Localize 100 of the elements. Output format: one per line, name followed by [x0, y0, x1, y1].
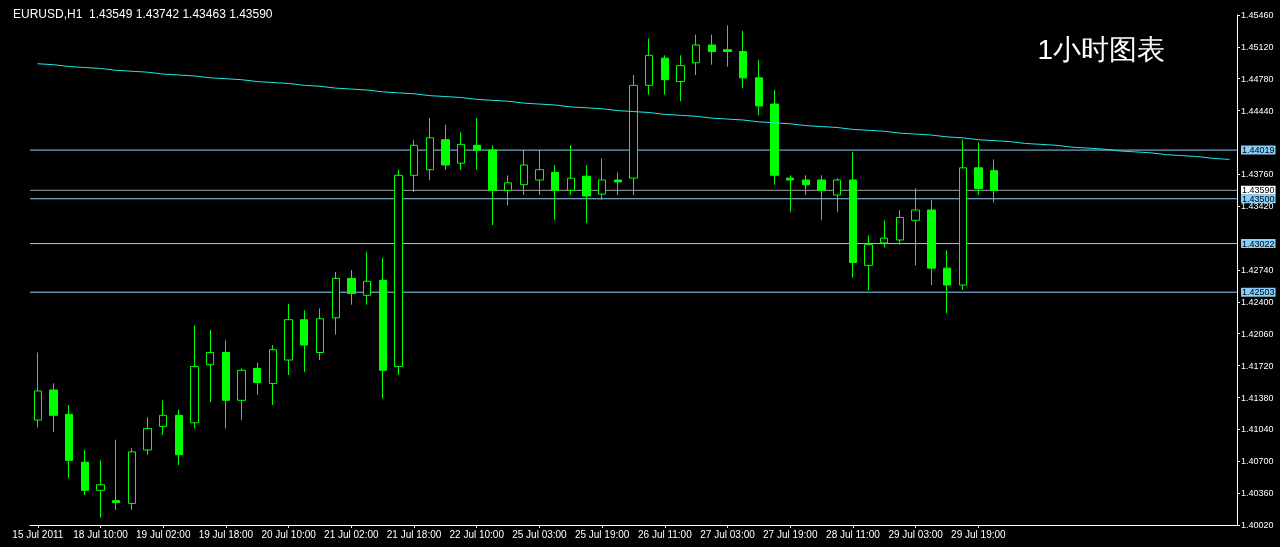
candlestick — [833, 177, 841, 213]
candlestick — [676, 54, 685, 102]
candlestick — [708, 34, 716, 66]
annotation: 1小时图表 — [1037, 33, 1166, 65]
candlestick — [363, 251, 371, 306]
candlestick — [598, 157, 606, 201]
y-tick-label: 1.40020 — [1241, 520, 1274, 530]
x-tick-label: 26 Jul 11:00 — [637, 528, 693, 540]
candlestick — [896, 209, 904, 246]
candlestick — [112, 439, 120, 511]
candlestick — [394, 169, 403, 376]
y-tick-label: 1.45120 — [1241, 41, 1274, 52]
y-tick-label: 1.42400 — [1241, 296, 1274, 307]
candlestick — [222, 339, 230, 429]
candlestick — [990, 158, 998, 203]
candlestick — [65, 404, 73, 479]
candlestick — [81, 449, 89, 496]
candlestick — [473, 117, 481, 171]
ref-line-label: 1.43022 — [1242, 238, 1275, 249]
x-tick-label: 27 Jul 03:00 — [700, 528, 756, 540]
y-tick-label: 1.43420 — [1241, 201, 1274, 212]
candlestick — [128, 447, 136, 511]
candlestick — [723, 24, 732, 68]
y-tick-label: 1.44440 — [1241, 105, 1274, 116]
candlestick — [864, 234, 873, 292]
y-tick-label: 1.41380 — [1241, 392, 1274, 403]
candlestick — [269, 344, 277, 406]
line-series — [37, 63, 1230, 160]
candlestick — [551, 164, 559, 221]
x-tick-label: 15 Jul 2011 — [12, 528, 64, 540]
candlestick — [520, 149, 528, 196]
candlestick — [347, 269, 356, 306]
ref-line-label: 1.42503 — [1242, 287, 1275, 298]
candlestick — [34, 352, 42, 428]
x-tick-label: 28 Jul 11:00 — [826, 528, 881, 540]
x-tick-label: 27 Jul 19:00 — [763, 528, 818, 540]
candlestick — [629, 74, 638, 196]
candlestick — [504, 174, 512, 206]
y-tick-label: 1.42740 — [1241, 265, 1274, 275]
candlestick — [645, 37, 653, 96]
y-tick-label: 1.43760 — [1241, 169, 1274, 180]
y-tick-label: 1.41720 — [1241, 360, 1274, 371]
candlestick — [426, 117, 434, 181]
candlestick — [300, 309, 308, 373]
candlestick — [143, 416, 152, 456]
y-tick-label: 1.44780 — [1241, 73, 1274, 84]
candlestick — [786, 174, 794, 213]
x-tick-label: 18 Jul 10:00 — [73, 528, 129, 540]
candlestick — [849, 151, 857, 278]
candlestick — [175, 409, 183, 466]
x-tick-label: 22 Jul 10:00 — [449, 528, 505, 540]
x-tick-label: 19 Jul 02:00 — [135, 528, 191, 540]
candlestick — [943, 249, 951, 314]
x-tick-label: 29 Jul 03:00 — [888, 528, 944, 540]
candlestick — [190, 324, 199, 429]
x-tick-label: 19 Jul 18:00 — [198, 528, 254, 540]
candlestick — [974, 142, 983, 196]
candlestick — [692, 34, 700, 76]
x-tick-label: 25 Jul 03:00 — [512, 528, 568, 540]
y-tick-label: 1.42060 — [1241, 328, 1274, 339]
y-tick-label: 1.40360 — [1241, 488, 1274, 499]
candlestick — [379, 257, 387, 399]
candlestick — [582, 164, 591, 224]
candlestick — [614, 172, 622, 196]
ref-line-label: 1.44019 — [1242, 145, 1275, 156]
candlestick — [253, 362, 261, 396]
candlestick — [817, 174, 826, 221]
candlestick — [755, 59, 763, 116]
candlestick — [661, 54, 669, 96]
candlestick — [96, 459, 105, 518]
candlestick — [770, 89, 779, 186]
y-tick-label: 1.45460 — [1241, 10, 1274, 20]
candlestick — [802, 174, 810, 196]
candlestick — [457, 131, 465, 171]
candlestick — [206, 329, 214, 403]
candlestick — [959, 139, 967, 291]
candlestick — [410, 139, 418, 193]
y-tick-label: 1.41040 — [1241, 424, 1274, 435]
candlestick — [316, 307, 324, 361]
x-tick-label: 20 Jul 10:00 — [261, 528, 317, 540]
ref-line-label: 1.43590 — [1242, 185, 1275, 196]
x-tick-label: 21 Jul 02:00 — [324, 528, 380, 540]
candlestick — [880, 219, 888, 248]
candlestick — [567, 144, 575, 196]
candlestick — [739, 30, 747, 89]
y-tick-label: 1.40700 — [1241, 456, 1274, 467]
candlestick — [927, 199, 936, 286]
candlestick — [332, 271, 340, 336]
candlestick — [159, 399, 167, 436]
candlestick — [488, 144, 497, 226]
candlestick — [284, 303, 293, 376]
ref-line-label: 1.43500 — [1242, 193, 1275, 204]
candlestick — [441, 124, 450, 171]
candlestick — [237, 367, 246, 421]
candlestick — [49, 382, 58, 433]
x-tick-label: 25 Jul 19:00 — [574, 528, 630, 540]
x-tick-label: 29 Jul 19:00 — [951, 528, 1007, 540]
candlestick — [911, 187, 920, 266]
x-tick-label: 21 Jul 18:00 — [386, 528, 442, 540]
chart-title: EURUSD,H1 1.43549 1.43742 1.43463 1.43590 — [13, 7, 273, 21]
